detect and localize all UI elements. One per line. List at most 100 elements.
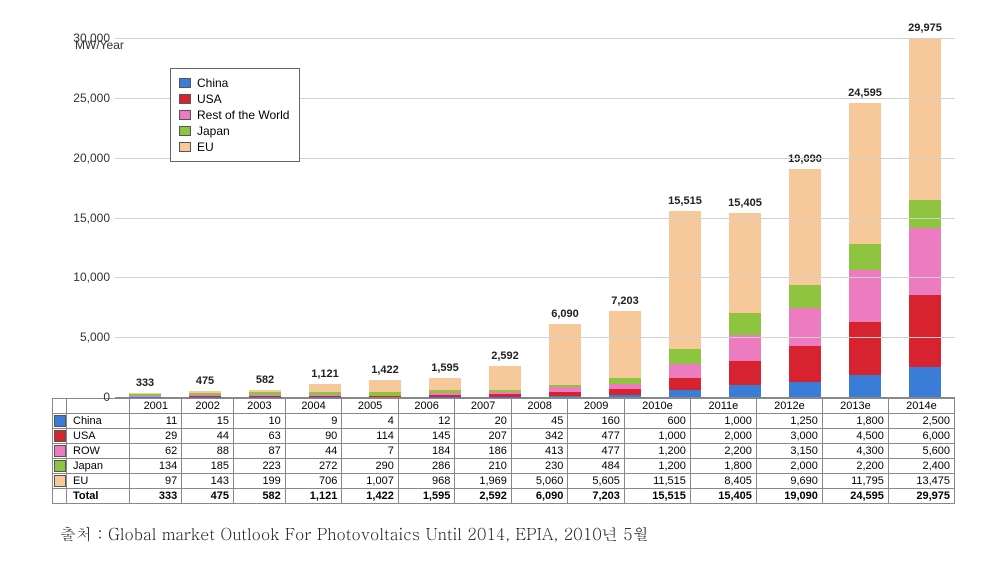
- table-cell: 1,200: [624, 459, 690, 474]
- table-col-head: 2002: [182, 399, 234, 414]
- table-row: USA294463901141452073424771,0002,0003,00…: [53, 429, 955, 444]
- grid-line: [115, 277, 955, 278]
- bar-total-label: 475: [196, 375, 214, 387]
- table-cell: 11,795: [822, 474, 888, 489]
- table-cell: 87: [234, 444, 286, 459]
- table-total-cell: 15,405: [690, 489, 756, 504]
- data-table-body: 2001200220032004200520062007200820092010…: [53, 399, 955, 504]
- table-cell: 223: [234, 459, 286, 474]
- grid-line: [115, 337, 955, 338]
- bar-total-label: 7,203: [611, 295, 639, 307]
- table-cell: 207: [455, 429, 512, 444]
- bar-segment-usa: [909, 295, 941, 367]
- legend-item: China: [179, 75, 289, 91]
- row-total-label: Total: [67, 489, 130, 504]
- bar-segment-row: [909, 228, 941, 295]
- table-cell: 44: [285, 444, 342, 459]
- table-total-cell: 7,203: [568, 489, 625, 504]
- table-cell: 10: [234, 414, 286, 429]
- table-cell: 7: [342, 444, 399, 459]
- bar-stack: 15,405: [729, 213, 761, 397]
- table-cell: 4,500: [822, 429, 888, 444]
- table-total-row: Total3334755821,1211,4221,5952,5926,0907…: [53, 489, 955, 504]
- table-cell: 4: [342, 414, 399, 429]
- table-cell: 20: [455, 414, 512, 429]
- table-cell: 484: [568, 459, 625, 474]
- table-cell: 15: [182, 414, 234, 429]
- bar-segment-usa: [729, 361, 761, 385]
- legend-item: USA: [179, 91, 289, 107]
- table-total-cell: 6,090: [511, 489, 568, 504]
- table-cell: 1,969: [455, 474, 512, 489]
- table-total-cell: 1,422: [342, 489, 399, 504]
- bar-stack: 1,121: [309, 384, 341, 397]
- table-row: China111510941220451606001,0001,2501,800…: [53, 414, 955, 429]
- table-col-head: 2001: [130, 399, 182, 414]
- legend-box: ChinaUSARest of the WorldJapanEU: [170, 68, 300, 162]
- table-cell: 3,000: [756, 429, 822, 444]
- table-cell: 413: [511, 444, 568, 459]
- table-col-head: 2006: [398, 399, 455, 414]
- table-col-head: 2009: [568, 399, 625, 414]
- table-cell: 13,475: [888, 474, 954, 489]
- table-cell: 968: [398, 474, 455, 489]
- table-cell: 29: [130, 429, 182, 444]
- bar-segment-eu: [609, 311, 641, 378]
- table-cell: 477: [568, 444, 625, 459]
- bar-segment-row: [789, 308, 821, 346]
- bar-total-label: 582: [256, 374, 274, 386]
- table-cell: 1,250: [756, 414, 822, 429]
- bar-stack: 6,090: [549, 324, 581, 397]
- bar-segment-eu: [669, 211, 701, 349]
- row-name: Japan: [67, 459, 130, 474]
- table-cell: 1,800: [690, 459, 756, 474]
- table-col-head: 2007: [455, 399, 512, 414]
- table-cell: 1,000: [624, 429, 690, 444]
- legend-swatch: [179, 142, 191, 152]
- bar-stack: 582: [249, 390, 281, 397]
- bar-segment-eu: [489, 366, 521, 390]
- legend-item: Japan: [179, 123, 289, 139]
- table-cell: 134: [130, 459, 182, 474]
- table-cell: 88: [182, 444, 234, 459]
- bar-segment-eu: [789, 169, 821, 285]
- source-citation: 출처 : Global market Outlook For Photovolt…: [60, 522, 965, 545]
- bar-total-label: 2,592: [491, 350, 519, 362]
- table-cell: 11: [130, 414, 182, 429]
- table-col-head: 2013e: [822, 399, 888, 414]
- y-tick-label: 10,000: [55, 270, 110, 284]
- y-tick-label: 15,000: [55, 211, 110, 225]
- bar-segment-eu: [309, 384, 341, 392]
- y-tick-label: 20,000: [55, 151, 110, 165]
- bar-segment-eu: [729, 213, 761, 314]
- row-color-swatch: [53, 459, 67, 474]
- table-cell: 5,060: [511, 474, 568, 489]
- table-cell: 2,000: [756, 459, 822, 474]
- table-row: Japan1341852232722902862102304841,2001,8…: [53, 459, 955, 474]
- table-total-cell: 475: [182, 489, 234, 504]
- table-cell: 9: [285, 414, 342, 429]
- table-total-cell: 19,090: [756, 489, 822, 504]
- table-cell: 1,800: [822, 414, 888, 429]
- table-header-row: 2001200220032004200520062007200820092010…: [53, 399, 955, 414]
- y-tick-label: 0: [55, 390, 110, 404]
- bar-stack: 15,515: [669, 211, 701, 397]
- grid-line: [115, 38, 955, 39]
- legend-label: USA: [197, 91, 222, 107]
- bar-segment-row: [729, 335, 761, 361]
- legend-item: EU: [179, 139, 289, 155]
- bar-segment-eu: [849, 103, 881, 244]
- table-total-cell: 24,595: [822, 489, 888, 504]
- bar-stack: 1,422: [369, 380, 401, 397]
- table-col-head: 2010e: [624, 399, 690, 414]
- bar-stack: 7,203: [609, 311, 641, 397]
- row-name: China: [67, 414, 130, 429]
- bar-total-label: 1,595: [431, 362, 459, 374]
- table-total-cell: 2,592: [455, 489, 512, 504]
- table-row: ROW6288874471841864134771,2002,2003,1504…: [53, 444, 955, 459]
- table-total-cell: 29,975: [888, 489, 954, 504]
- table-cell: 286: [398, 459, 455, 474]
- bar-segment-usa: [789, 346, 821, 382]
- y-tick-label: 5,000: [55, 330, 110, 344]
- table-cell: 11,515: [624, 474, 690, 489]
